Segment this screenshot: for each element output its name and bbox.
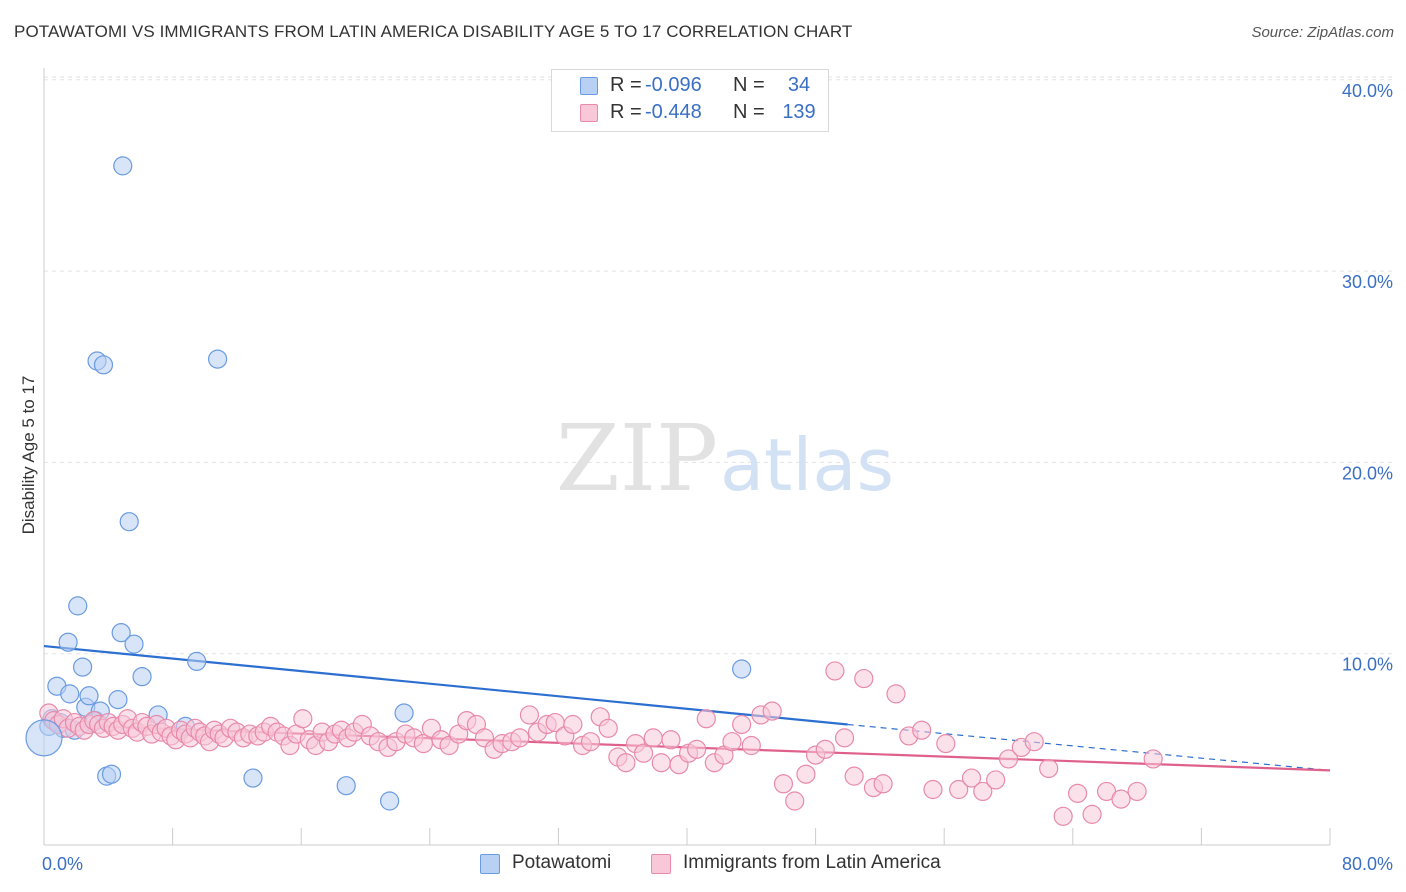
point-latin-america — [815, 739, 835, 759]
legend-r-value: -0.096 — [645, 74, 702, 96]
bottom-legend-swatch-blue — [480, 854, 500, 874]
point-latin-america — [998, 749, 1019, 769]
point-latin-america — [923, 779, 943, 800]
point-latin-america — [785, 791, 805, 811]
legend-n-label: N = — [733, 101, 765, 123]
point-potawatomi — [93, 355, 114, 375]
point-potawatomi — [119, 512, 139, 532]
grid-lines — [44, 76, 1392, 655]
point-latin-america — [616, 753, 636, 773]
axis-labels: 10.0% 20.0% 30.0% 40.0% 0.0% 80.0% Disability … — [19, 81, 1393, 874]
point-potawatomi — [394, 703, 414, 723]
point-latin-america — [519, 705, 540, 725]
watermark: ZIP atlas — [556, 405, 894, 512]
point-latin-america — [722, 732, 742, 752]
point-potawatomi — [732, 659, 752, 679]
point-potawatomi — [380, 791, 400, 811]
legend-n-label: N = — [733, 74, 765, 96]
point-latin-america — [844, 766, 864, 786]
point-latin-america — [633, 743, 654, 763]
point-latin-america — [973, 781, 993, 802]
point-latin-america — [873, 774, 893, 794]
y-tick-label: 20.0% — [1342, 463, 1393, 483]
point-latin-america — [580, 732, 601, 752]
point-potawatomi — [68, 596, 88, 616]
point-latin-america — [1024, 732, 1044, 752]
legend-r-label: R = — [610, 74, 642, 96]
point-latin-america — [936, 734, 956, 754]
point-latin-america — [986, 770, 1006, 790]
point-potawatomi — [101, 764, 122, 784]
point-latin-america — [1082, 804, 1102, 824]
point-potawatomi — [111, 623, 131, 643]
point-latin-america — [912, 720, 932, 740]
point-latin-america — [1068, 783, 1088, 803]
y-tick-label: 30.0% — [1342, 272, 1393, 292]
point-potawatomi — [132, 667, 152, 687]
correlation-legend: R = -0.096 N = 34 R = -0.448 N = 139 — [551, 69, 829, 132]
watermark-zip: ZIP — [556, 405, 718, 512]
point-latin-america — [696, 709, 716, 729]
point-potawatomi — [243, 768, 263, 788]
point-latin-america — [949, 779, 969, 800]
point-latin-america — [762, 701, 782, 721]
point-latin-america — [1053, 806, 1073, 826]
point-potawatomi — [187, 651, 207, 671]
point-latin-america — [598, 718, 618, 738]
point-latin-america — [1111, 789, 1131, 809]
point-potawatomi — [108, 690, 128, 710]
point-potawatomi — [124, 634, 144, 654]
point-latin-america — [741, 735, 761, 756]
point-latin-america — [1039, 758, 1059, 779]
point-latin-america — [886, 684, 906, 704]
point-latin-america — [796, 764, 816, 784]
point-potawatomi — [60, 684, 80, 704]
point-latin-america — [563, 714, 583, 735]
watermark-atlas: atlas — [720, 423, 894, 507]
point-latin-america — [1127, 781, 1147, 802]
trend-line-potawatomi — [43, 644, 848, 726]
legend-r-value: -0.448 — [645, 101, 702, 123]
point-potawatomi — [58, 632, 78, 652]
point-latin-america — [510, 728, 530, 748]
point-latin-america — [825, 661, 845, 681]
y-axis-label: Disability Age 5 to 17 — [19, 376, 38, 535]
point-latin-america — [961, 768, 982, 788]
point-latin-america — [687, 739, 707, 759]
point-latin-america — [293, 709, 313, 729]
data-points — [25, 156, 1163, 826]
point-latin-america — [732, 714, 752, 735]
point-potawatomi — [72, 657, 93, 677]
point-latin-america — [651, 753, 671, 773]
x-tick-label: 80.0% — [1342, 854, 1393, 874]
y-tick-label: 40.0% — [1342, 81, 1393, 101]
point-latin-america — [773, 774, 794, 794]
legend-swatch-pink — [580, 104, 598, 122]
x-tick-label: 0.0% — [42, 854, 83, 874]
y-tick-label: 10.0% — [1342, 655, 1393, 675]
point-potawatomi — [113, 156, 133, 176]
point-latin-america — [661, 730, 681, 750]
bottom-legend-swatch-pink — [651, 854, 671, 874]
bottom-legend-label: Potawatomi — [512, 852, 612, 873]
point-potawatomi — [336, 776, 356, 796]
legend-n-value: 139 — [782, 101, 816, 123]
chart-title: POTAWATOMI VS IMMIGRANTS FROM LATIN AMER… — [14, 22, 853, 41]
legend-n-value: 34 — [787, 74, 811, 96]
bottom-legend-label: Immigrants from Latin America — [683, 852, 941, 873]
legend-r-label: R = — [610, 101, 642, 123]
point-latin-america — [854, 668, 874, 689]
point-potawatomi — [79, 686, 99, 706]
point-potawatomi — [25, 719, 63, 757]
chart-source: Source: ZipAtlas.com — [1251, 24, 1394, 41]
legend-swatch-blue — [580, 77, 598, 95]
point-latin-america — [834, 728, 855, 748]
point-latin-america — [1143, 749, 1163, 769]
point-potawatomi — [208, 349, 228, 369]
point-latin-america — [643, 728, 663, 748]
